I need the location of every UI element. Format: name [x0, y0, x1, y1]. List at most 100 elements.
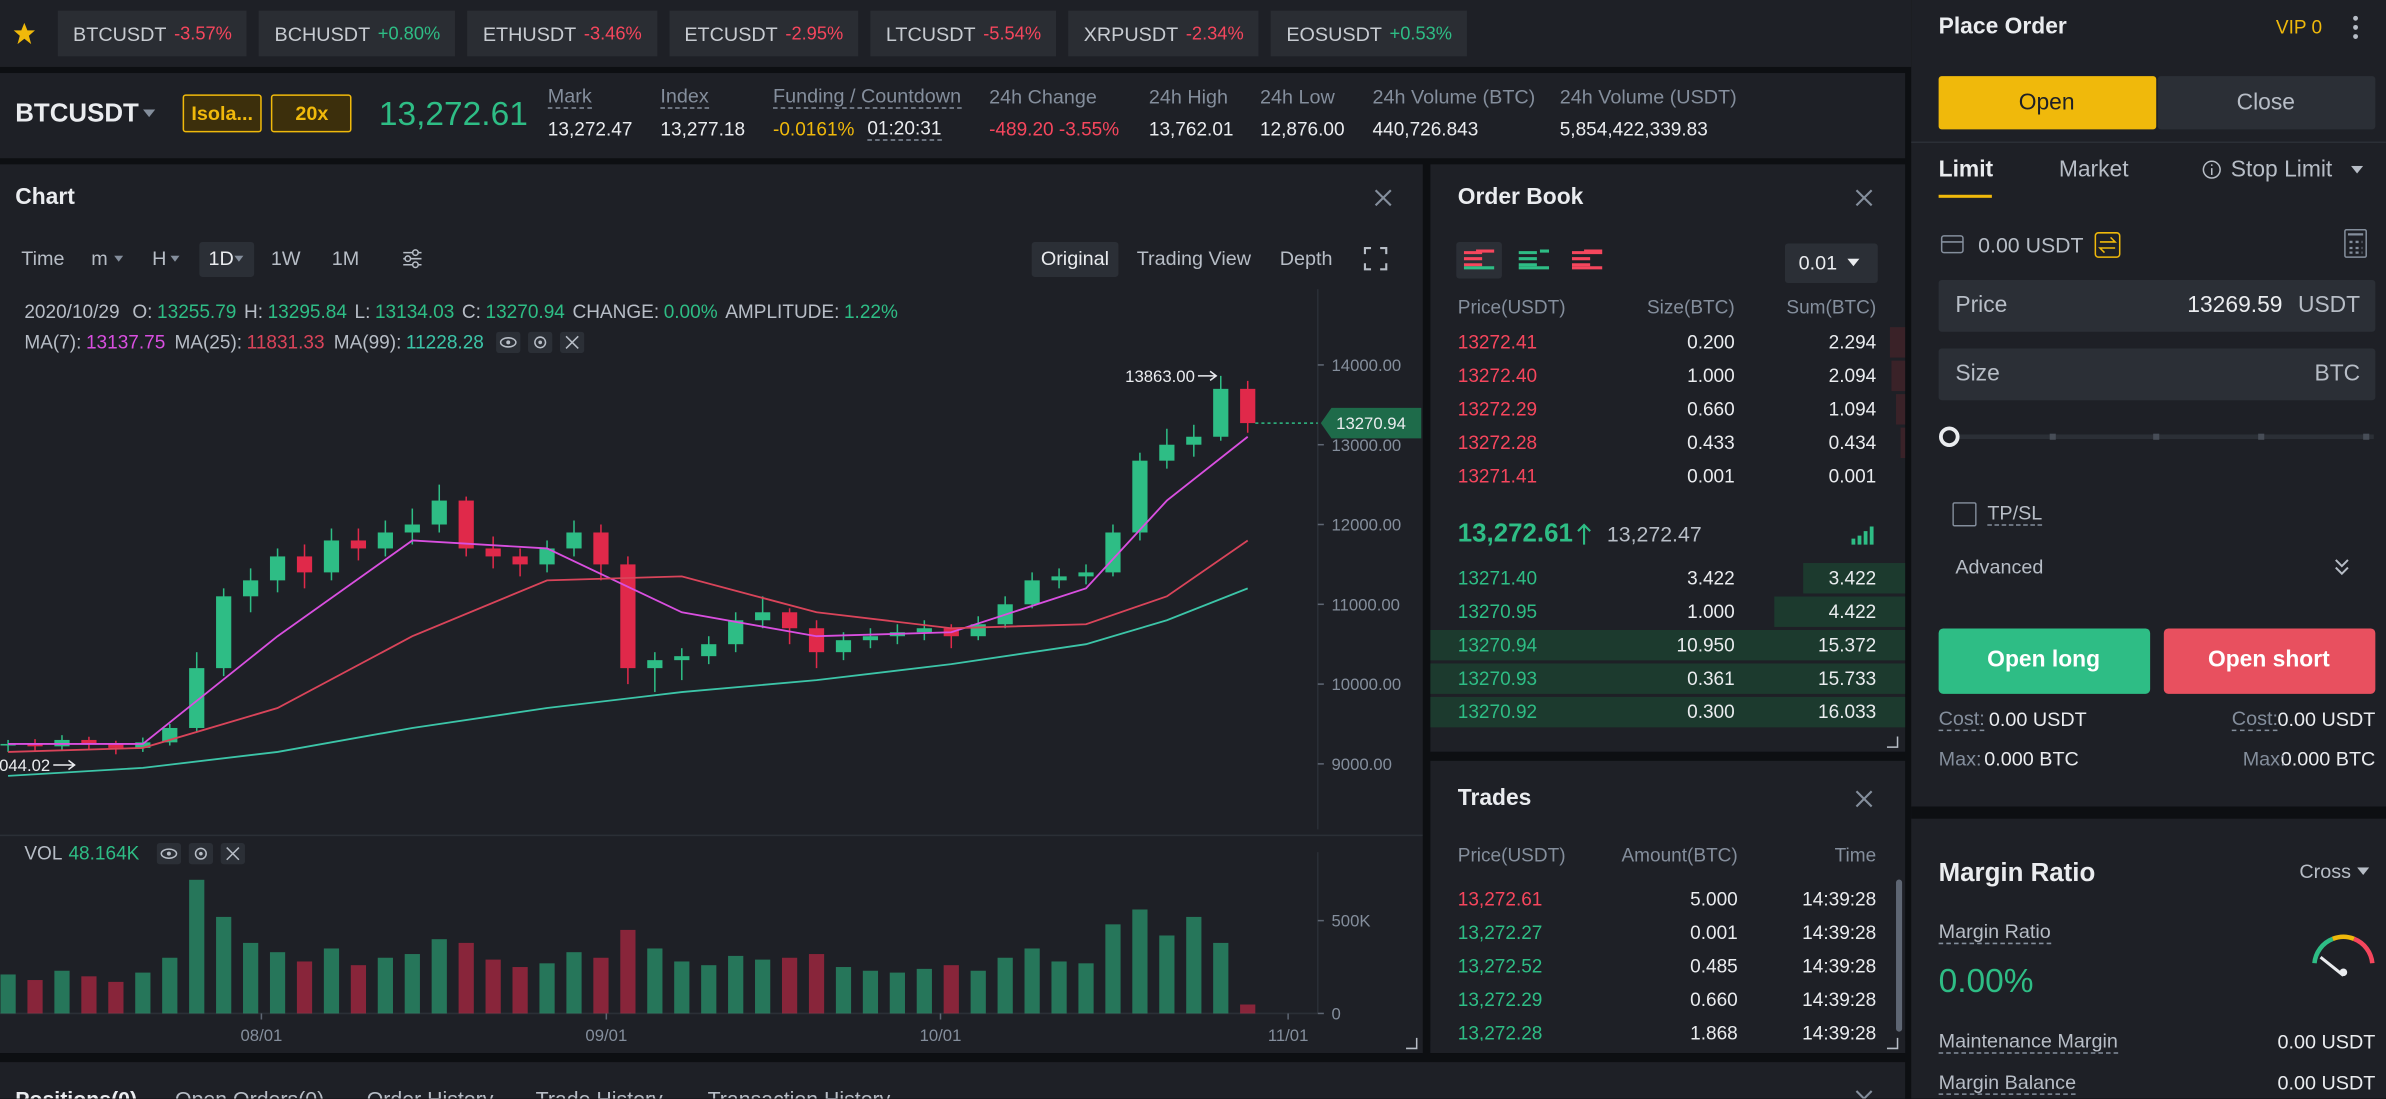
trade-amount: 1.868 — [1690, 1022, 1738, 1044]
slider[interactable] — [1936, 425, 2377, 449]
dropdown[interactable] — [142, 108, 157, 120]
book-view-icon[interactable] — [1518, 249, 1550, 271]
eye-icon[interactable] — [156, 843, 182, 865]
close-icon[interactable] — [1855, 189, 1873, 207]
eye-icon[interactable] — [496, 331, 521, 354]
checkbox[interactable] — [1952, 502, 1977, 527]
bottom-tab[interactable]: Transaction History — [707, 1086, 891, 1099]
margin-mode[interactable]: Cross — [2299, 859, 2351, 883]
trade-time: 14:39:28 — [1802, 989, 1877, 1011]
open-tab[interactable] — [1938, 76, 2157, 130]
interval[interactable]: H — [152, 246, 167, 270]
more-icon[interactable] — [2351, 15, 2360, 39]
stat-value: 13,272.47 — [547, 118, 633, 140]
candle-body — [916, 628, 932, 633]
transfer-icon[interactable] — [2094, 231, 2121, 258]
interval[interactable]: 1M — [331, 246, 360, 270]
candle-body — [216, 596, 232, 669]
interval[interactable]: Time — [21, 246, 65, 270]
ticker-symbol: BTCUSDT — [73, 22, 167, 45]
close-icon[interactable] — [1855, 790, 1873, 808]
settings-icon[interactable] — [400, 247, 424, 271]
sell-button[interactable] — [2163, 628, 2376, 694]
ticker-item[interactable]: ETHUSDT -3.46% — [467, 10, 657, 57]
resize-icon[interactable] — [1886, 736, 1899, 748]
ticker-item[interactable]: LTCUSDT -5.54% — [870, 10, 1057, 57]
bottom-tab[interactable]: Order History — [366, 1086, 494, 1099]
interval[interactable]: 1D — [208, 246, 234, 270]
more-icon[interactable] — [1850, 523, 1877, 545]
remove-icon[interactable] — [220, 843, 245, 865]
view-tab[interactable]: Original — [1040, 246, 1109, 270]
settings-icon[interactable] — [527, 331, 553, 354]
ticker-item[interactable]: BTCUSDT -3.57% — [57, 10, 248, 57]
resize-icon[interactable] — [1886, 1037, 1899, 1050]
leverage: 20x — [295, 101, 329, 125]
column-header: Sum(BTC) — [1786, 296, 1877, 319]
volume-bar — [593, 957, 609, 1014]
cost-label: Cost: — [2231, 706, 2278, 732]
wallet-icon[interactable] — [1940, 233, 1964, 254]
dropdown[interactable] — [2357, 867, 2370, 876]
order-sum: 3.422 — [1828, 567, 1877, 589]
dropdown[interactable] — [114, 255, 124, 264]
trade-price: 13,272.52 — [1457, 955, 1543, 977]
price-input[interactable] — [1938, 279, 2376, 332]
low-label: 9044.02 — [0, 756, 50, 775]
volume-bar — [1132, 909, 1148, 1014]
dropdown[interactable] — [234, 255, 244, 264]
interval[interactable]: m — [91, 246, 108, 270]
advanced[interactable]: Advanced — [1955, 555, 2044, 579]
candle-body — [243, 580, 259, 597]
order-type[interactable]: Market — [2058, 156, 2129, 183]
fullscreen-icon[interactable] — [1363, 246, 1388, 271]
calculator-icon[interactable] — [2343, 228, 2367, 258]
ticker-change: -3.46% — [583, 22, 642, 45]
expand-icon[interactable] — [2333, 557, 2351, 577]
view-tab[interactable]: Trading View — [1136, 246, 1252, 270]
up-arrow[interactable] — [1576, 523, 1591, 545]
leverage-box[interactable] — [270, 94, 352, 133]
close-icon[interactable] — [1855, 1090, 1873, 1099]
ticker-item[interactable]: XRPUSDT -2.34% — [1068, 10, 1259, 57]
book-view-icon[interactable] — [1571, 249, 1603, 271]
dropdown[interactable] — [170, 255, 180, 264]
resize-icon[interactable] — [1406, 1037, 1418, 1050]
dropdown[interactable] — [2350, 165, 2364, 175]
symbol[interactable]: BTCUSDT — [15, 98, 139, 128]
close-tab[interactable] — [2157, 76, 2376, 130]
volume-bar — [1240, 1004, 1256, 1014]
order-type[interactable]: Limit — [1938, 156, 1994, 183]
bottom-tab[interactable]: Positions(0) — [15, 1086, 138, 1099]
volume-bar — [997, 957, 1013, 1014]
ticker-item[interactable]: BCHUSDT +0.80% — [259, 10, 456, 57]
ticker-item[interactable]: EOSUSDT +0.53% — [1271, 10, 1468, 57]
remove-icon[interactable] — [559, 331, 585, 354]
bottom-tab[interactable]: Open Orders(0) — [174, 1086, 325, 1099]
buy-button[interactable] — [1938, 628, 2151, 694]
scrollbar — [1896, 879, 1903, 1032]
margin-mode-box[interactable] — [182, 94, 262, 133]
favorite-star[interactable] — [12, 21, 36, 45]
view-tab[interactable]: Depth — [1279, 246, 1333, 270]
gauge-icon[interactable] — [2310, 933, 2377, 979]
candle-body — [728, 620, 744, 645]
ohlc-value: 13270.94 — [485, 301, 565, 323]
y-tick-label: 12000.00 — [1331, 516, 1401, 535]
precision-select[interactable] — [1784, 243, 1878, 284]
candle-body — [647, 660, 663, 669]
ticker-item[interactable]: ETCUSDT -2.95% — [669, 10, 859, 57]
interval[interactable]: 1W — [270, 246, 301, 270]
dropdown[interactable] — [1847, 258, 1860, 268]
order-type[interactable]: Stop Limit — [2230, 156, 2333, 183]
settings-icon[interactable] — [188, 843, 214, 865]
book-view-icon[interactable] — [1463, 249, 1495, 271]
bottom-tab[interactable]: Trade History — [535, 1086, 663, 1099]
info-icon[interactable] — [2202, 160, 2222, 180]
ohlc-label: O: — [132, 301, 153, 323]
input-label: Price — [1955, 292, 2008, 319]
close-icon[interactable] — [1374, 189, 1392, 207]
y-tick-label: 9000.00 — [1331, 755, 1391, 774]
size-input[interactable] — [1938, 348, 2376, 401]
candle-body — [0, 743, 16, 746]
